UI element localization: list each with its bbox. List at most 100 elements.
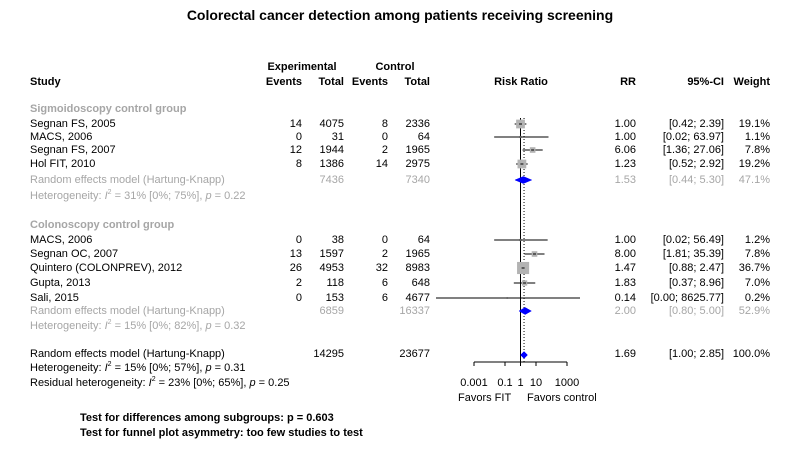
study-e-tot: 118 [326,277,344,289]
study-name: Hol FIT, 2010 [30,158,96,170]
study-ci: [1.36; 27.06] [662,144,724,156]
overall-heterogeneity: Heterogeneity: I2 = 15% [0%; 57%], p = 0… [30,361,246,375]
study-name: MACS, 2006 [30,131,93,143]
pooled-ci: [0.44; 5.30] [668,174,724,186]
overall-name: Random effects model (Hartung-Knapp) [30,348,225,360]
header-control: Control [375,61,415,73]
header-rr: RR [620,76,636,88]
pooled-diamond [520,351,528,359]
pooled-name: Random effects model (Hartung-Knapp) [30,174,225,186]
study-e-tot: 1386 [319,158,344,170]
study-e-ev: 12 [289,144,302,156]
header-weight: Weight [733,76,770,88]
study-c-ev: 2 [381,248,388,260]
study-e-ev: 0 [295,131,302,143]
study-ci: [0.37; 8.96] [668,277,724,289]
heterogeneity-i2: I [104,190,108,202]
study-e-ev: 14 [289,118,302,130]
study-w: 7.8% [744,248,770,260]
heterogeneity-p: p [205,320,212,332]
study-name: Segnan FS, 2007 [30,144,116,156]
heterogeneity-sq: 2 [107,189,112,196]
pooled-c-tot: 7340 [405,174,430,186]
subgroup-heterogeneity: Heterogeneity: I2 = 31% [0%; 75%], p = 0… [30,189,246,203]
study-c-tot: 64 [417,234,430,246]
heterogeneity-sq: 2 [151,376,156,383]
header-exp-total: Total [318,76,344,88]
study-name: Sali, 2015 [30,292,79,304]
pooled-rr: 2.00 [614,305,636,317]
x-tick-label: 1000 [554,377,580,389]
pooled-w: 47.1% [738,174,770,186]
pooled-ci: [0.80; 5.00] [668,305,724,317]
study-c-tot: 1965 [405,248,430,260]
study-c-tot: 1965 [405,144,430,156]
study-rr: 8.00 [614,248,636,260]
study-rr: 1.00 [614,234,636,246]
study-ci: [0.00; 8625.77] [650,292,724,304]
study-c-ev: 6 [381,277,388,289]
header-exp-events: Events [265,76,302,88]
study-ci: [0.42; 2.39] [668,118,724,130]
subgroup-heterogeneity: Heterogeneity: I2 = 15% [0%; 82%], p = 0… [30,319,246,333]
heterogeneity-prefix: Residual heterogeneity: [30,377,149,389]
pooled-w: 52.9% [738,305,770,317]
study-name: Quintero (COLONPREV), 2012 [30,262,183,274]
overall-ci: [1.00; 2.85] [668,348,724,360]
heterogeneity-tail: = 0.22 [211,190,246,202]
funnel-test-text: Test for funnel plot asymmetry: too few … [80,427,363,439]
study-c-ev: 0 [381,234,388,246]
heterogeneity-p: p [249,377,256,389]
study-rr: 6.06 [614,144,636,156]
study-rr: 1.00 [614,118,636,130]
study-e-tot: 4075 [319,118,344,130]
study-e-tot: 1597 [319,248,344,260]
study-c-ev: 14 [375,158,388,170]
study-e-ev: 0 [295,292,302,304]
pooled-c-tot: 16337 [399,305,430,317]
study-rr: 0.14 [614,292,636,304]
pooled-e-tot: 6859 [319,305,344,317]
x-tick-label: 0.001 [460,377,488,389]
study-w: 7.8% [744,144,770,156]
study-name: MACS, 2006 [30,234,93,246]
study-c-ev: 0 [381,131,388,143]
heterogeneity-i2: I [148,377,152,389]
study-c-ev: 32 [375,262,388,274]
study-w: 19.1% [738,118,770,130]
study-name: Segnan FS, 2005 [30,118,116,130]
heterogeneity-prefix: Heterogeneity: [30,190,105,202]
header-experimental: Experimental [267,61,337,73]
study-e-tot: 153 [325,292,344,304]
favors-left-label: Favors FIT [458,392,512,404]
study-e-ev: 13 [289,248,302,260]
heterogeneity-i2: I [104,320,108,332]
heterogeneity-prefix: Heterogeneity: [30,320,105,332]
overall-w: 100.0% [732,348,770,360]
pooled-diamond [514,176,533,184]
study-ci: [0.02; 56.49] [662,234,724,246]
heterogeneity-mid: = 23% [0%; 65%], [155,377,250,389]
study-w: 1.2% [744,234,770,246]
overall-e-tot: 14295 [313,348,344,360]
heterogeneity-sq: 2 [107,361,112,368]
study-c-tot: 64 [417,131,430,143]
study-c-ev: 2 [381,144,388,156]
residual-heterogeneity: Residual heterogeneity: I2 = 23% [0%; 65… [30,376,290,390]
study-ci: [1.81; 35.39] [662,248,724,260]
study-c-tot: 2336 [405,118,430,130]
pooled-diamond [518,307,532,315]
heterogeneity-p: p [205,362,212,374]
subgroup-label: Sigmoidoscopy control group [30,103,187,115]
heterogeneity-sq: 2 [107,319,112,326]
heterogeneity-i2: I [104,362,108,374]
study-c-tot: 4677 [405,292,430,304]
study-e-tot: 31 [331,131,344,143]
study-c-tot: 2975 [405,158,430,170]
study-c-tot: 648 [411,277,430,289]
study-ci: [0.02; 63.97] [662,131,724,143]
study-c-ev: 6 [381,292,388,304]
study-rr: 1.00 [614,131,636,143]
study-rr: 1.47 [614,262,636,274]
